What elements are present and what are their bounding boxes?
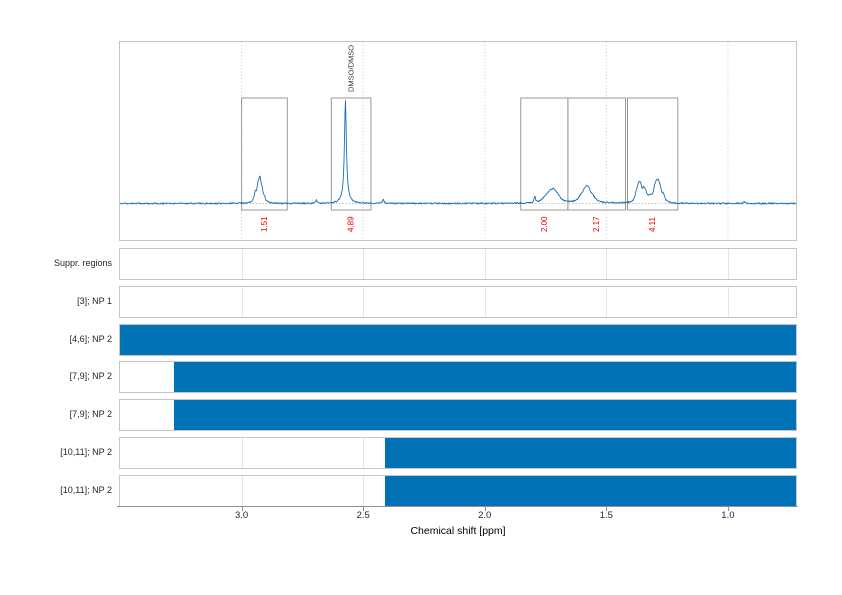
x-tick [241, 507, 243, 511]
track-gridline [484, 249, 486, 279]
x-tick-label: 2.0 [478, 510, 492, 521]
region-track-row [119, 399, 797, 431]
solvent-label: DMSO/DMSO [347, 45, 356, 92]
track-gridline [363, 476, 365, 506]
region-bar [120, 325, 796, 355]
integral-value: 4.89 [347, 216, 356, 232]
track-label: Suppr. regions [53, 258, 112, 268]
nmr-spectrum-plot: DMSO/DMSO 1.51 4.89 2.00 2.17 4.11 [120, 42, 796, 240]
track-gridline [484, 287, 486, 317]
x-tick-label: 2.5 [356, 510, 370, 521]
region-bar [173, 362, 796, 392]
x-tick-label: 1.0 [721, 510, 735, 521]
region-bar [385, 476, 796, 506]
track-gridline [727, 249, 729, 279]
track-label: [7,9]; NP 2 [69, 409, 112, 419]
integral-value: 2.00 [540, 216, 549, 232]
spectrum-panel: DMSO/DMSO 1.51 4.89 2.00 2.17 4.11 [119, 41, 797, 241]
region-track-row [119, 324, 797, 356]
track-gridline [241, 476, 243, 506]
integration-box [520, 97, 569, 211]
track-label: [10,11]; NP 2 [60, 485, 112, 495]
track-gridline [241, 249, 243, 279]
x-tick-label: 1.5 [599, 510, 613, 521]
x-tick [727, 507, 729, 511]
track-label: [7,9]; NP 2 [69, 371, 112, 381]
track-label: [3]; NP 1 [77, 296, 112, 306]
track-gridline [727, 287, 729, 317]
x-axis-line [117, 506, 798, 507]
spectrum-trace [120, 100, 796, 205]
region-track-row [119, 475, 797, 507]
x-axis-title: Chemical shift [ppm] [410, 525, 506, 537]
x-tick [484, 507, 486, 511]
track-gridline [241, 287, 243, 317]
integral-value: 4.11 [648, 216, 657, 232]
region-bar [173, 400, 796, 430]
integration-box [626, 97, 679, 211]
track-gridline [363, 249, 365, 279]
x-tick-label: 3.0 [234, 510, 249, 521]
x-tick [606, 507, 608, 511]
track-label: [10,11]; NP 2 [60, 447, 112, 457]
integral-value: 1.51 [260, 216, 269, 232]
integration-box [330, 97, 372, 211]
integration-box [241, 97, 288, 211]
integral-value: 2.17 [592, 216, 601, 232]
track-gridline [241, 438, 243, 468]
track-gridline [606, 249, 608, 279]
track-gridline [363, 287, 365, 317]
region-bar [385, 438, 796, 468]
integration-box [567, 97, 627, 211]
track-gridline [606, 287, 608, 317]
track-gridline [363, 438, 365, 468]
x-tick [363, 507, 365, 511]
region-track-row [119, 248, 797, 280]
region-track-row [119, 361, 797, 393]
region-track-row [119, 437, 797, 469]
region-track-row [119, 286, 797, 318]
track-label: [4,6]; NP 2 [69, 334, 112, 344]
